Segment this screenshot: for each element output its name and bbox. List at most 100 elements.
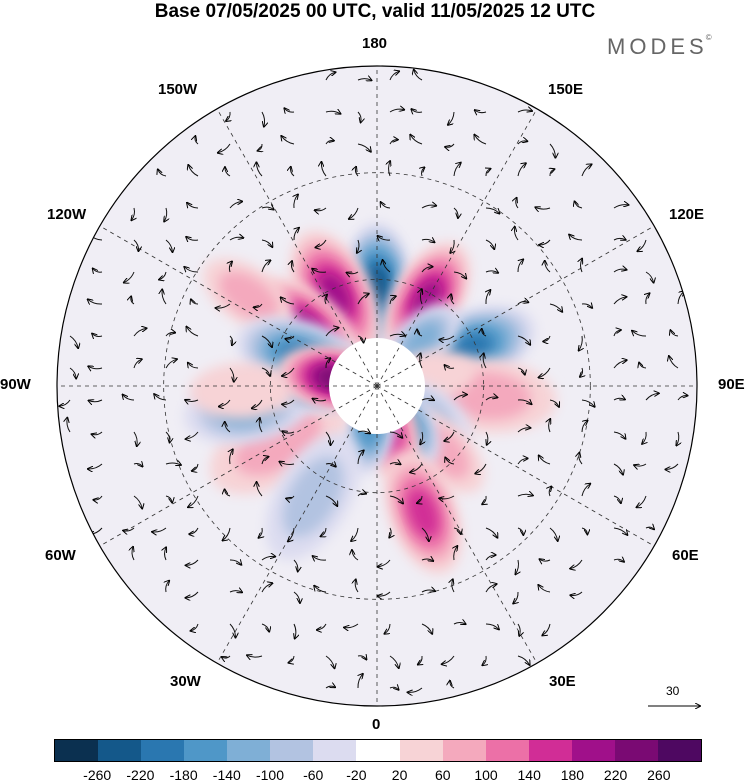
wind-arrow	[133, 431, 137, 446]
colorbar-cell	[270, 740, 314, 761]
wind-arrow	[256, 162, 263, 177]
wind-arrow	[613, 495, 621, 503]
wind-arrow	[414, 70, 423, 81]
wind-arrow	[344, 623, 359, 628]
colorbar-cell	[571, 740, 615, 761]
wind-arrow	[645, 393, 659, 401]
wind-arrow	[229, 623, 235, 638]
wind-arrow	[186, 431, 199, 439]
wind-arrow	[453, 527, 461, 534]
wind-arrow	[158, 169, 167, 177]
wind-arrow	[579, 453, 583, 465]
wind-arrow	[261, 260, 270, 273]
wind-arrow	[325, 141, 334, 145]
wind-arrow	[355, 167, 359, 177]
wind-arrow	[357, 451, 364, 465]
wind-arrow	[513, 591, 518, 603]
wind-arrow	[410, 463, 423, 472]
modes-logo: MODES©	[607, 32, 714, 60]
colorbar-cell	[98, 740, 142, 761]
colorbar-tick-label: 60	[435, 767, 451, 783]
wind-arrow	[229, 560, 241, 565]
wind-arrow	[517, 623, 520, 636]
wind-arrow	[294, 623, 296, 638]
wind-arrow	[325, 686, 335, 689]
wind-arrow	[639, 363, 647, 369]
wind-arrow	[669, 356, 679, 369]
colorbar-tick-label: 260	[647, 767, 671, 783]
wind-arrow	[485, 584, 497, 593]
colorbar-tick-label: 220	[603, 767, 628, 783]
wind-arrow	[421, 559, 433, 561]
wind-arrow	[421, 205, 436, 209]
wind-arrow	[229, 335, 233, 345]
lon-label-90e: 90E	[718, 376, 745, 393]
wind-arrow	[676, 431, 678, 445]
lon-label-120e: 120E	[669, 206, 705, 223]
wind-arrow	[450, 681, 455, 689]
wind-arrow	[408, 687, 423, 692]
meridian-line	[376, 385, 655, 547]
wind-arrow	[515, 559, 518, 574]
wind-arrow	[482, 329, 487, 337]
wind-arrow	[517, 494, 533, 496]
wind-arrow	[133, 495, 142, 508]
wind-arrow	[216, 303, 231, 308]
wind-arrow	[321, 527, 327, 536]
wind-arrow	[123, 527, 135, 531]
wind-arrow	[293, 591, 300, 603]
wind-arrow	[580, 367, 583, 377]
wind-arrow	[389, 431, 402, 438]
wind-arrow	[88, 463, 103, 469]
wind-arrow	[377, 236, 391, 240]
wind-arrow	[282, 367, 295, 376]
wind-arrow	[517, 110, 532, 112]
wind-arrow	[539, 367, 551, 378]
wind-arrow	[418, 655, 422, 665]
wind-arrow	[642, 431, 646, 444]
wind-arrow	[186, 237, 199, 240]
colorbar-cell	[399, 740, 443, 761]
wind-arrow	[188, 165, 199, 177]
graticule	[57, 66, 697, 706]
wind-arrow	[420, 289, 422, 305]
wind-arrow	[189, 527, 199, 534]
wind-arrow	[389, 109, 404, 113]
wind-arrow	[453, 207, 458, 218]
wind-arrow	[517, 367, 525, 375]
wind-arrow	[355, 579, 359, 593]
wind-arrow	[485, 623, 499, 629]
copyright-mark: ©	[705, 32, 712, 42]
wind-arrow	[453, 395, 467, 401]
wind-arrow	[314, 586, 327, 593]
wind-arrow	[517, 458, 528, 465]
wind-arrow	[613, 297, 626, 305]
wind-arrow	[252, 399, 263, 408]
wind-arrow	[59, 399, 71, 406]
wind-arrow	[230, 449, 233, 465]
wind-arrow	[389, 296, 396, 305]
wind-arrow	[225, 167, 231, 177]
map-border	[56, 65, 698, 707]
wind-arrow	[637, 495, 647, 507]
wind-arrow	[378, 591, 391, 596]
lon-label-30w: 30W	[170, 673, 201, 690]
wind-arrow	[195, 136, 199, 145]
wind-arrow	[133, 464, 143, 467]
meridian-line	[99, 385, 378, 547]
wind-arrow	[326, 358, 330, 369]
wind-arrow	[261, 556, 275, 561]
wind-arrow	[581, 304, 592, 308]
logo-text: MODES	[607, 34, 708, 59]
wind-arrow	[325, 495, 337, 506]
wind-arrow	[411, 109, 423, 112]
wind-arrow	[186, 559, 199, 565]
wind-arrow	[454, 546, 458, 561]
wind-arrow	[613, 205, 628, 209]
wind-arrow	[421, 623, 432, 634]
wind-arrow	[133, 359, 142, 369]
wind-arrow	[159, 271, 167, 280]
wind-arrow	[317, 623, 327, 630]
wind-arrow	[475, 110, 487, 113]
wind-arrow	[279, 462, 295, 465]
